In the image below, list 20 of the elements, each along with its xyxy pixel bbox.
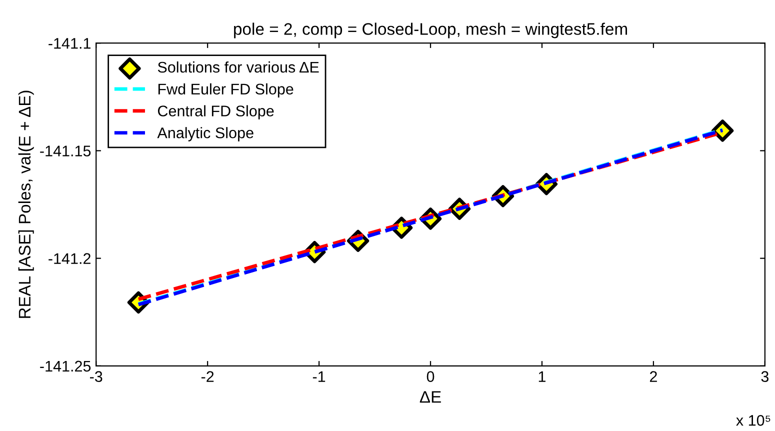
x-tick-label: -1 <box>312 371 326 382</box>
legend-label: Fwd Euler FD Slope <box>158 83 294 98</box>
x-tick-label: 0 <box>426 371 434 382</box>
legend-label: Analytic Slope <box>157 127 254 142</box>
x-tick-label: 1 <box>538 371 546 382</box>
y-tick-label: -141.15 <box>40 146 91 156</box>
chart-title: pole = 2, comp = Closed-Loop, mesh = wingtest5.fem <box>234 22 627 38</box>
point <box>712 120 734 142</box>
y-tick-label: -141.2 <box>48 253 90 264</box>
y-tick-label: -141.25 <box>40 360 91 372</box>
x-tick-label: -3 <box>90 371 102 382</box>
x-tick-label: 3 <box>761 371 768 382</box>
legend-label: Central FD Slope <box>158 105 274 120</box>
x-axis-title: ΔE <box>420 391 441 403</box>
y-tick-label: -141.1 <box>48 38 90 49</box>
x-tick-label: -2 <box>201 371 214 382</box>
legend-label: Solutions for various ΔE <box>158 61 319 73</box>
y-axis-title: REAL [ASE] Poles, val(E + ΔE) <box>18 90 34 318</box>
text: x 10⁵ <box>736 415 770 426</box>
x-tick-label: 2 <box>650 371 657 382</box>
